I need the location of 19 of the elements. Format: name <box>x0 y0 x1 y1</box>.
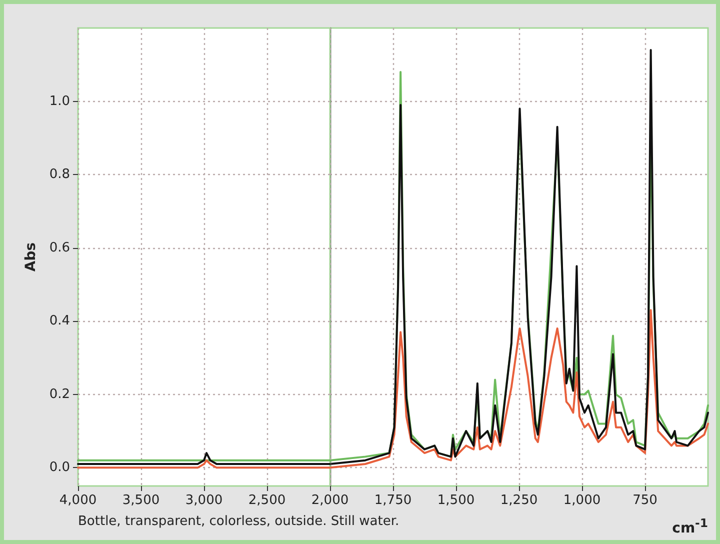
x-axis-title: cm$^{-1}$ <box>672 515 708 539</box>
y-tick-label: 0.6 <box>49 240 70 256</box>
x-tick-label: 2,000 <box>311 493 349 508</box>
text: Bottle, transparent, colorless, outside. Still water. <box>78 514 400 529</box>
y-tick-label: 1.0 <box>49 94 70 109</box>
x-tick-label: 1,250 <box>500 493 538 508</box>
y-tick-label: 0.2 <box>49 386 70 402</box>
x-tick-label: 750 <box>632 493 658 508</box>
x-tick-label: 1,500 <box>437 493 475 508</box>
x-tick-label: 2,500 <box>248 493 286 508</box>
x-tick-label: 3,500 <box>122 493 160 508</box>
y-tick-label: 0.0 <box>49 460 70 476</box>
y-tick-label: 0.4 <box>49 314 70 329</box>
y-axis-title: Abs <box>23 242 39 272</box>
y-tick-label: 0.8 <box>49 167 70 182</box>
x-tick-label: 3,000 <box>185 493 223 508</box>
x-tick-label: 1,750 <box>374 493 412 508</box>
x-tick-label: 1,000 <box>563 493 601 508</box>
x-tick-label: 4,000 <box>59 493 97 508</box>
